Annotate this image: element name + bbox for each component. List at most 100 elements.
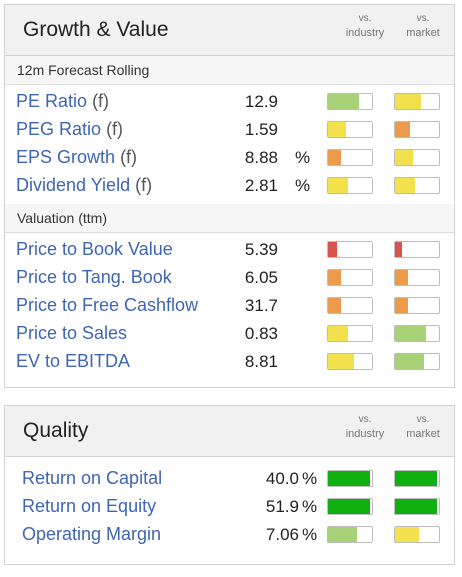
metric-label[interactable]: Return on Equity — [22, 496, 157, 516]
industry-comparison-bar — [327, 498, 373, 515]
metric-row: EV to EBITDA 8.81 — [5, 349, 454, 377]
industry-bar-fill — [328, 326, 348, 341]
metric-link[interactable]: Return on Equity — [22, 496, 156, 517]
metric-link[interactable]: PEG Ratio (f) — [16, 119, 123, 140]
metric-label[interactable]: Price to Tang. Book — [16, 267, 172, 287]
market-label: market — [406, 428, 440, 440]
metric-link[interactable]: Price to Tang. Book — [16, 267, 172, 288]
metric-suffix: (f) — [120, 147, 138, 167]
panel-header: Growth & Value vs. industry vs. market — [5, 5, 454, 56]
metric-unit: % — [302, 525, 318, 544]
metric-link[interactable]: EPS Growth (f) — [16, 147, 137, 168]
market-bar-fill — [395, 150, 413, 165]
metric-row: Return on Equity 51.9% — [5, 494, 454, 522]
industry-comparison-bar — [327, 470, 373, 487]
industry-bar-fill — [328, 298, 342, 313]
metric-label[interactable]: Return on Capital — [22, 468, 163, 488]
metric-row: Price to Book Value 5.39 — [5, 237, 454, 265]
metric-value: 8.81 — [244, 352, 278, 371]
metric-value: 7.06 — [265, 525, 299, 544]
industry-bar-fill — [328, 178, 348, 193]
market-column-header: vs. market — [393, 412, 453, 442]
industry-comparison-bar — [327, 269, 373, 286]
market-bar-fill — [395, 471, 437, 486]
metric-label[interactable]: EPS Growth — [16, 147, 116, 167]
vs-label: vs. — [416, 13, 430, 24]
metric-row: PEG Ratio (f) 1.59 — [5, 117, 454, 145]
panel-title: Quality — [23, 419, 89, 442]
market-bar-fill — [395, 298, 409, 313]
metric-label[interactable]: PE Ratio — [16, 91, 88, 111]
industry-bar-fill — [328, 499, 370, 514]
metric-value: 0.83 — [244, 324, 278, 343]
industry-bar-fill — [328, 270, 342, 285]
market-label: market — [406, 27, 440, 39]
industry-comparison-bar — [327, 121, 373, 138]
market-comparison-bar — [394, 353, 440, 370]
metric-value: 8.88 — [244, 148, 278, 167]
metric-value: 12.9 — [244, 92, 278, 111]
panel-header: Quality vs. industry vs. market — [5, 406, 454, 457]
industry-comparison-bar — [327, 353, 373, 370]
market-comparison-bar — [394, 177, 440, 194]
metric-row: Operating Margin 7.06% — [5, 522, 454, 550]
metric-suffix: (f) — [106, 119, 124, 139]
metric-link[interactable]: Price to Free Cashflow — [16, 295, 198, 316]
metric-link[interactable]: Dividend Yield (f) — [16, 175, 152, 196]
metric-link[interactable]: Price to Sales — [16, 323, 127, 344]
market-comparison-bar — [394, 269, 440, 286]
metric-label[interactable]: Price to Sales — [16, 323, 128, 343]
market-comparison-bar — [394, 241, 440, 258]
market-comparison-bar — [394, 498, 440, 515]
quality-panel: Quality vs. industry vs. market Return o… — [4, 405, 455, 565]
metric-label[interactable]: Price to Free Cashflow — [16, 295, 199, 315]
metric-suffix: (f) — [92, 91, 110, 111]
industry-bar-fill — [328, 354, 355, 369]
industry-label: industry — [345, 27, 385, 39]
market-comparison-bar — [394, 526, 440, 543]
market-bar-fill — [395, 270, 409, 285]
market-comparison-bar — [394, 149, 440, 166]
market-bar-fill — [395, 242, 402, 257]
metric-row: Dividend Yield (f) 2.81% — [5, 173, 454, 201]
market-column-header: vs. market — [393, 11, 453, 41]
industry-bar-fill — [328, 150, 342, 165]
metric-link[interactable]: Price to Book Value — [16, 239, 173, 260]
metric-row: Price to Sales 0.83 — [5, 321, 454, 349]
metric-label[interactable]: Dividend Yield — [16, 175, 131, 195]
metric-unit: % — [295, 148, 311, 167]
metric-row: Return on Capital 40.0% — [5, 466, 454, 494]
metric-unit: % — [295, 176, 311, 195]
market-bar-fill — [395, 354, 424, 369]
metric-value: 2.81 — [244, 176, 278, 195]
metric-link[interactable]: Return on Capital — [22, 468, 162, 489]
section-header: 12m Forecast Rolling — [5, 56, 454, 85]
metric-row: Price to Tang. Book 6.05 — [5, 265, 454, 293]
metric-row: Price to Free Cashflow 31.7 — [5, 293, 454, 321]
metric-row: PE Ratio (f) 12.9 — [5, 89, 454, 117]
metric-label[interactable]: PEG Ratio — [16, 119, 102, 139]
industry-bar-fill — [328, 94, 359, 109]
vs-label: vs. — [358, 13, 372, 24]
panel-title: Growth & Value — [23, 18, 169, 41]
industry-label: industry — [345, 428, 385, 440]
metric-label[interactable]: Price to Book Value — [16, 239, 173, 259]
metric-value: 6.05 — [244, 268, 278, 287]
industry-comparison-bar — [327, 149, 373, 166]
industry-comparison-bar — [327, 93, 373, 110]
metric-value: 40.0 — [265, 469, 299, 488]
metric-label[interactable]: Operating Margin — [22, 524, 162, 544]
metric-link[interactable]: EV to EBITDA — [16, 351, 130, 372]
market-comparison-bar — [394, 121, 440, 138]
industry-comparison-bar — [327, 241, 373, 258]
market-comparison-bar — [394, 470, 440, 487]
industry-column-header: vs. industry — [335, 11, 395, 41]
section-header: Valuation (ttm) — [5, 204, 454, 233]
market-bar-fill — [395, 94, 422, 109]
metric-link[interactable]: PE Ratio (f) — [16, 91, 109, 112]
market-bar-fill — [395, 122, 411, 137]
metric-link[interactable]: Operating Margin — [22, 524, 161, 545]
market-comparison-bar — [394, 297, 440, 314]
metric-label[interactable]: EV to EBITDA — [16, 351, 131, 371]
metric-unit: % — [302, 469, 318, 488]
